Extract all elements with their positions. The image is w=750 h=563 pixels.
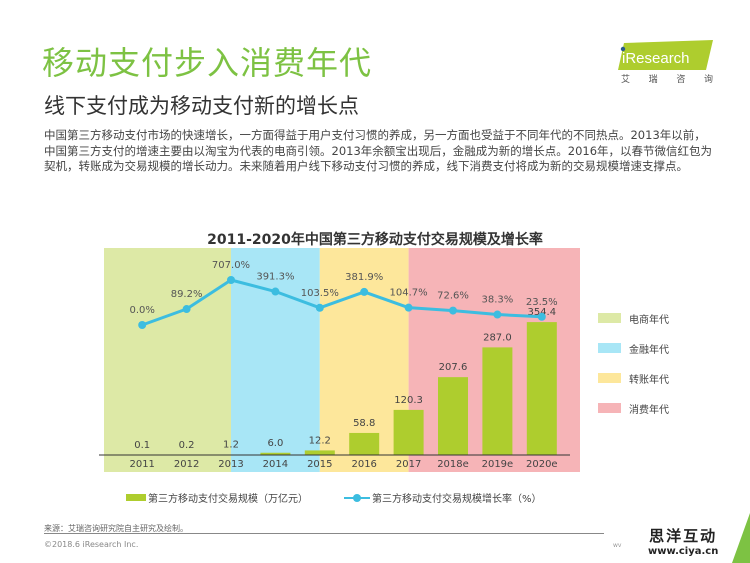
chart-title: 2011-2020年中国第三方移动支付交易规模及增长率 xyxy=(207,232,543,248)
line-label: 72.6% xyxy=(437,291,469,302)
logo-badge-shape xyxy=(618,40,713,70)
line-point-2017 xyxy=(404,303,413,312)
logo-brand-text: iResearch xyxy=(622,50,690,67)
line-marker-icon xyxy=(344,493,370,503)
x-tick-label: 2012 xyxy=(174,459,199,470)
bar-label: 354.4 xyxy=(527,307,556,318)
line-label: 23.5% xyxy=(526,297,558,308)
growth-rate-line xyxy=(141,278,542,327)
line-point-2012 xyxy=(182,305,191,314)
bar-label: 0.2 xyxy=(179,440,195,451)
line-point-2016 xyxy=(360,287,369,296)
line-point-2014 xyxy=(271,287,280,296)
copyright: ©2018.6 iResearch Inc. xyxy=(44,540,139,549)
bar-label: 120.3 xyxy=(394,395,423,406)
bar-label: 12.2 xyxy=(309,435,331,446)
line-point-2019e xyxy=(493,310,502,319)
page-url-fragment: wv xyxy=(613,542,622,549)
x-tick-label: 2011 xyxy=(129,459,154,470)
line-label: 707.0% xyxy=(212,260,250,271)
band-legend-item: 消费年代 xyxy=(598,393,669,423)
logo-dot-icon xyxy=(620,46,626,52)
bar-2014 xyxy=(260,452,291,455)
x-tick-label: 2013 xyxy=(218,459,243,470)
bar-2018e xyxy=(438,377,468,455)
line-label: 38.3% xyxy=(482,295,514,306)
footer-divider xyxy=(44,533,604,534)
x-tick-label: 2014 xyxy=(263,459,288,470)
band-legend-swatch xyxy=(598,373,621,383)
line-label: 103.5% xyxy=(301,288,339,299)
logo-chinese-name: 艾 瑞 咨 询 xyxy=(621,72,713,85)
band-legend-label: 金融年代 xyxy=(629,344,669,356)
line-point-2011 xyxy=(138,321,147,329)
x-tick-label: 2018e xyxy=(437,459,469,470)
logo-char: 艾 xyxy=(621,75,631,85)
line-label: 0.0% xyxy=(129,305,154,316)
x-tick-label: 2020e xyxy=(526,459,558,470)
logo-char: 瑞 xyxy=(648,75,658,85)
bar-2020e xyxy=(526,322,557,455)
bar-2015 xyxy=(304,450,335,455)
band-legend-label: 转账年代 xyxy=(629,374,669,386)
line-label: 104.7% xyxy=(390,288,428,299)
bar-label: 1.2 xyxy=(223,440,239,451)
watermark-cn: 思洋互动 xyxy=(649,527,718,545)
band-legend: 电商年代 金融年代 转账年代 消费年代 xyxy=(598,303,669,423)
bar-label: 287.0 xyxy=(483,332,512,343)
source-note: 来源：艾瑞咨询研究院自主研究及绘制。 xyxy=(44,524,188,533)
band-legend-label: 电商年代 xyxy=(629,314,669,326)
line-label: 89.2% xyxy=(171,289,203,300)
bar-2017 xyxy=(393,409,424,455)
description-paragraph: 中国第三方移动支付市场的快速增长，一方面得益于用户支付习惯的养成，另一方面也受益… xyxy=(44,128,713,173)
band-1 xyxy=(104,248,231,472)
corner-decoration xyxy=(732,513,750,563)
x-tick-label: 2019e xyxy=(482,459,514,470)
band-legend-swatch xyxy=(598,403,621,413)
line-point-2018e xyxy=(449,306,457,315)
x-tick-label: 2017 xyxy=(396,459,421,470)
iresearch-logo: iResearch xyxy=(618,40,713,70)
watermark: 思洋互动 www.ciya.cn xyxy=(648,525,718,557)
logo-char: 询 xyxy=(703,75,713,85)
legend-item-bar: 第三方移动支付交易规模（万亿元） xyxy=(126,490,308,505)
line-point-2013 xyxy=(227,276,235,284)
band-legend-item: 转账年代 xyxy=(598,363,669,393)
bar-label: 58.8 xyxy=(353,418,375,429)
line-label: 381.9% xyxy=(345,272,383,283)
x-tick-label: 2016 xyxy=(351,459,376,470)
watermark-url: www.ciya.cn xyxy=(648,546,719,557)
band-legend-item: 电商年代 xyxy=(598,303,669,333)
band-legend-item: 金融年代 xyxy=(598,333,669,363)
legend-label: 第三方移动支付交易规模（万亿元） xyxy=(148,494,308,505)
line-point-2020e xyxy=(537,312,546,321)
x-tick-label: 2015 xyxy=(307,459,332,470)
bar-2019e xyxy=(482,347,513,455)
page-title: 移动支付步入消费年代 xyxy=(42,44,373,82)
bar-swatch-icon xyxy=(126,494,146,501)
legend-label: 第三方移动支付交易规模增长率（%） xyxy=(372,494,542,505)
bar-label: 0.1 xyxy=(134,440,150,451)
band-legend-label: 消费年代 xyxy=(629,404,669,416)
bar-label: 207.6 xyxy=(439,362,468,373)
logo-char: 咨 xyxy=(676,75,686,85)
series-legend: 第三方移动支付交易规模（万亿元） 第三方移动支付交易规模增长率（%） xyxy=(126,490,542,505)
legend-item-line: 第三方移动支付交易规模增长率（%） xyxy=(344,490,542,505)
band-legend-swatch xyxy=(598,343,621,353)
page-subtitle: 线下支付成为移动支付新的增长点 xyxy=(44,94,359,118)
line-label: 391.3% xyxy=(256,272,294,283)
bar-label: 6.0 xyxy=(267,438,283,449)
band-legend-swatch xyxy=(598,313,621,323)
line-point-2015 xyxy=(315,303,324,312)
bar-2016 xyxy=(349,432,380,455)
